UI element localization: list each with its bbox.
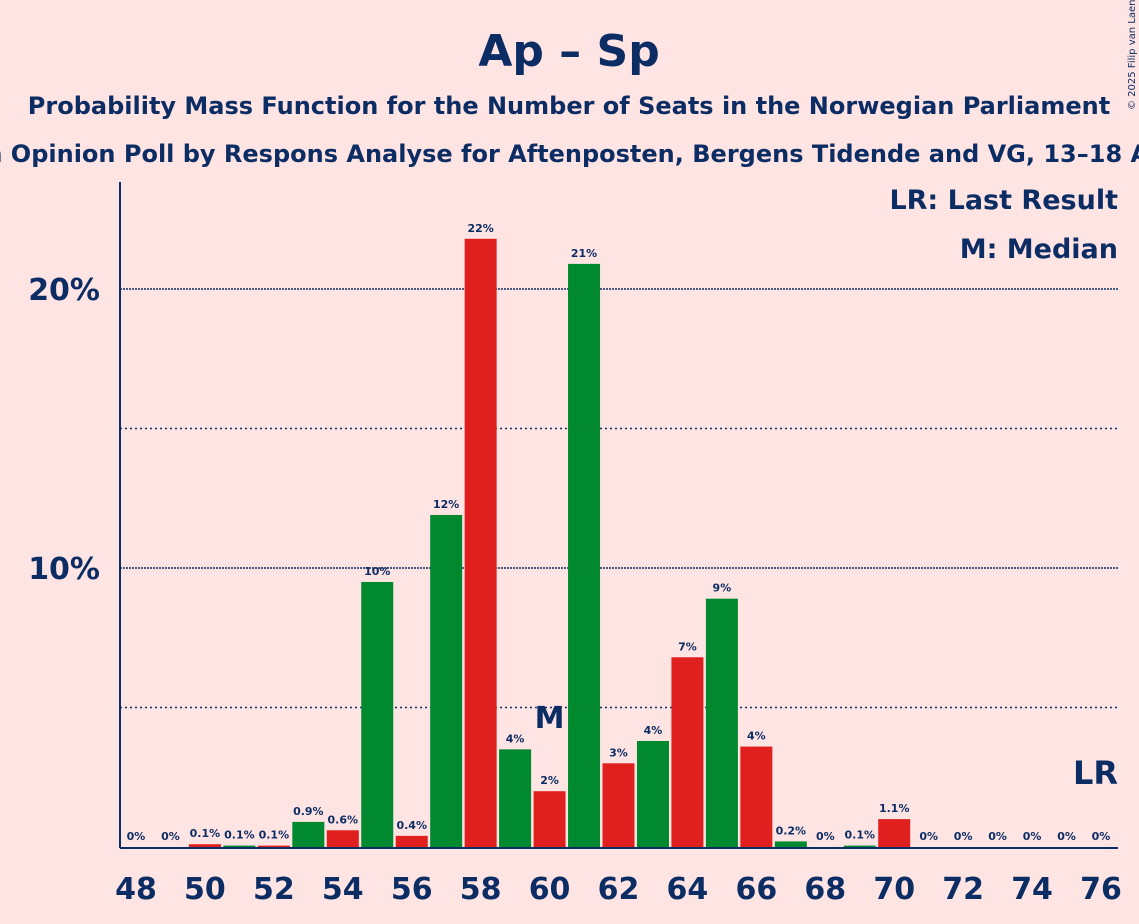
bar-61 [568, 263, 601, 847]
bar-64 [671, 657, 704, 847]
bar-label-76: 0% [1092, 830, 1111, 843]
x-tick-48: 48 [115, 872, 157, 907]
x-tick-70: 70 [873, 872, 915, 907]
bar-51 [223, 845, 256, 847]
bar-53 [292, 821, 325, 847]
x-tick-50: 50 [184, 872, 226, 907]
bar-62 [602, 763, 635, 847]
bar-label-50: 0.1% [190, 827, 221, 840]
bar-60 [533, 791, 566, 847]
bar-59 [499, 749, 532, 847]
bar-label-57: 12% [433, 498, 459, 511]
bar-label-63: 4% [644, 724, 663, 737]
y-tick-10: 10% [28, 552, 100, 587]
x-tick-56: 56 [391, 872, 433, 907]
bar-label-66: 4% [747, 730, 766, 743]
x-tick-74: 74 [1011, 872, 1053, 907]
x-tick-52: 52 [253, 872, 295, 907]
copyright-note: © 2025 Filip van Laenen [1127, 0, 1138, 110]
x-tick-60: 60 [529, 872, 571, 907]
bar-label-65: 9% [713, 582, 732, 595]
bar-65 [705, 598, 738, 847]
bar-label-67: 0.2% [776, 824, 807, 837]
bar-label-51: 0.1% [224, 829, 255, 842]
bar-label-72: 0% [954, 830, 973, 843]
bar-55 [361, 581, 394, 847]
bar-66 [740, 746, 773, 847]
x-tick-72: 72 [942, 872, 984, 907]
bar-label-58: 22% [467, 222, 493, 235]
chart-title: Ap – Sp [478, 26, 659, 77]
chart-subtitle-2: Based on an Opinion Poll by Respons Anal… [0, 140, 1139, 168]
bar-label-75: 0% [1057, 830, 1076, 843]
bar-label-61: 21% [571, 247, 597, 260]
x-tick-76: 76 [1080, 872, 1122, 907]
bar-label-73: 0% [988, 830, 1007, 843]
bar-label-55: 10% [364, 565, 390, 578]
bar-label-68: 0% [816, 830, 835, 843]
x-tick-54: 54 [322, 872, 364, 907]
x-tick-58: 58 [460, 872, 502, 907]
bar-58 [464, 238, 497, 847]
chart-subtitle: Probability Mass Function for the Number… [28, 92, 1110, 120]
x-tick-64: 64 [667, 872, 709, 907]
bar-63 [636, 740, 669, 847]
ticks: 48 50 52 54 56 58 60 62 64 66 68 70 72 74 76 10% 20% [28, 273, 1122, 907]
bar-label-69: 0.1% [844, 829, 875, 842]
x-tick-68: 68 [804, 872, 846, 907]
x-tick-66: 66 [735, 872, 777, 907]
bar-label-60: 2% [540, 774, 559, 787]
bar-50 [188, 844, 221, 847]
bar-label-48: 0% [127, 830, 146, 843]
bar-57 [430, 514, 463, 847]
bar-70 [878, 819, 911, 847]
bar-label-53: 0.9% [293, 805, 324, 818]
bar-69 [843, 845, 876, 847]
bar-labels: 0% 0% 0.1% 0.1% 0.1%0.9%0.6%10%0.4%12%22%4%2… [127, 222, 1111, 843]
bar-label-70: 1.1% [879, 802, 910, 815]
bar-label-52: 0.1% [259, 829, 290, 842]
bar-label-49: 0% [161, 830, 180, 843]
axes [119, 182, 1118, 849]
bar-label-56: 0.4% [396, 819, 427, 832]
bar-52 [257, 845, 290, 847]
bar-54 [326, 830, 359, 847]
bar-label-59: 4% [506, 732, 525, 745]
median-marker: M [535, 701, 565, 736]
bar-label-62: 3% [609, 746, 628, 759]
y-tick-20: 20% [28, 273, 100, 308]
legend-median: M: Median [960, 234, 1118, 265]
bar-label-64: 7% [678, 640, 697, 653]
bar-label-54: 0.6% [328, 813, 359, 826]
gridlines [120, 288, 1118, 709]
bars [188, 238, 911, 847]
bar-56 [395, 835, 428, 847]
legend-last-result: LR: Last Result [889, 185, 1118, 216]
bar-label-74: 0% [1023, 830, 1042, 843]
bar-67 [774, 841, 807, 847]
markers: M LR [535, 701, 1118, 792]
bar-label-71: 0% [919, 830, 938, 843]
last-result-marker: LR [1073, 754, 1118, 792]
x-tick-62: 62 [598, 872, 640, 907]
